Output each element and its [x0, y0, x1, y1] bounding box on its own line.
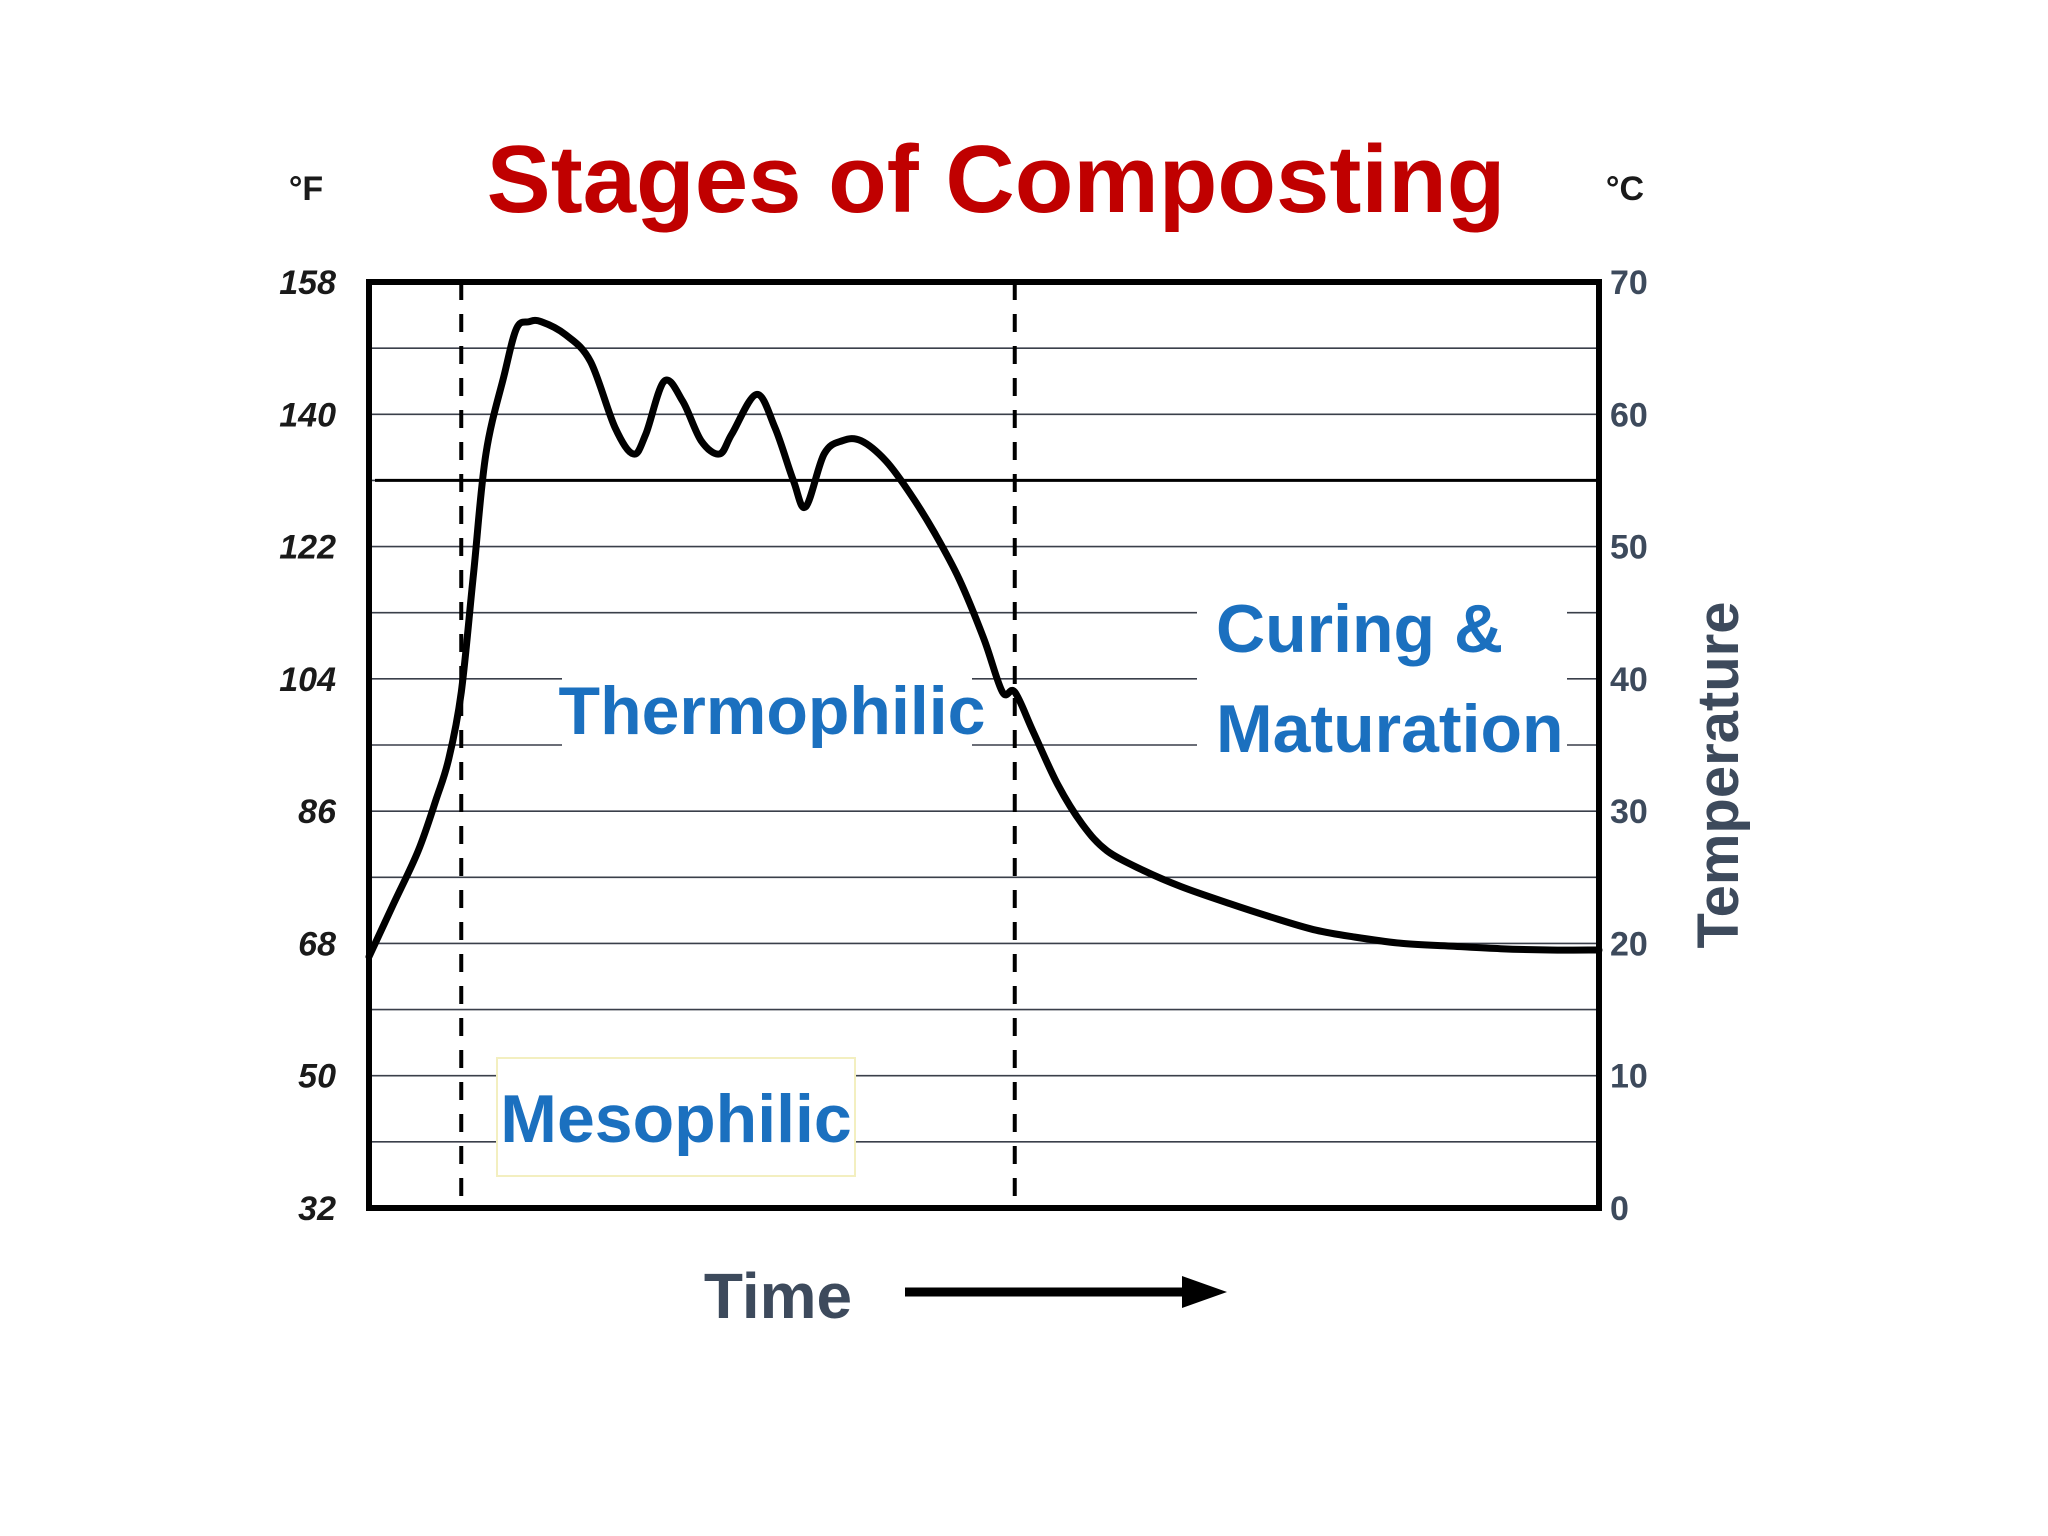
- left-axis-ticks: 158 140 122 104 86 68 50 32: [279, 264, 337, 1228]
- y-axis-label: Temperature: [1686, 601, 1751, 948]
- fahrenheit-unit: °F: [289, 170, 323, 208]
- mesophilic-label-bg: [496, 1057, 856, 1177]
- thermophilic-label-bg: [562, 665, 972, 783]
- left-tick-label: 158: [279, 264, 336, 302]
- left-tick-label: 86: [298, 793, 337, 831]
- x-axis-label: Time: [704, 1260, 852, 1332]
- left-tick-label: 32: [298, 1190, 336, 1228]
- right-tick-label: 60: [1610, 396, 1648, 434]
- curing-label-bg: [1197, 585, 1567, 785]
- left-tick-label: 122: [279, 529, 336, 567]
- plot-frame: [366, 279, 1602, 1211]
- left-tick-label: 50: [298, 1058, 336, 1096]
- right-tick-label: 10: [1610, 1058, 1648, 1096]
- right-tick-label: 0: [1610, 1190, 1629, 1228]
- left-tick-label: 68: [298, 925, 336, 963]
- left-tick-label: 140: [279, 396, 336, 434]
- chart-title: Stages of Composting: [487, 126, 1506, 233]
- time-arrow-head: [1182, 1276, 1227, 1308]
- right-tick-label: 70: [1610, 264, 1648, 302]
- stage-label-curing: Curing &: [1216, 591, 1503, 667]
- stage-label-maturation: Maturation: [1216, 691, 1564, 767]
- stage-boundaries: [459, 282, 1017, 1208]
- temperature-curve: [365, 316, 1603, 961]
- right-tick-label: 40: [1610, 661, 1648, 699]
- left-tick-label: 104: [279, 661, 336, 699]
- right-tick-label: 20: [1610, 925, 1648, 963]
- celsius-unit: °C: [1606, 170, 1644, 208]
- stage-label-mesophilic: Mesophilic: [500, 1081, 851, 1157]
- right-axis-ticks: 70 60 50 40 30 20 10 0: [1610, 264, 1648, 1228]
- stage-labels: Thermophilic Mesophilic Curing & Maturat…: [496, 585, 1567, 1177]
- stage-label-thermophilic: Thermophilic: [559, 673, 986, 749]
- right-tick-label: 50: [1610, 529, 1648, 567]
- right-tick-label: 30: [1610, 793, 1648, 831]
